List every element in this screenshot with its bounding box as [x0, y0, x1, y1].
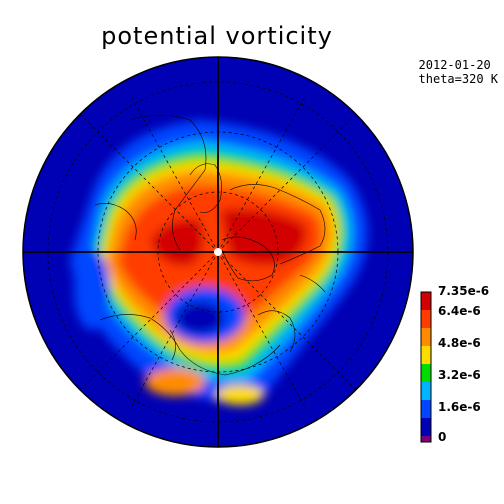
colorbar-swatch	[421, 418, 431, 436]
colorbar-swatch	[421, 292, 431, 310]
colorbar-frame	[420, 291, 432, 443]
colorbar-tick-label: 4.8e-6	[438, 336, 481, 350]
colorbar-swatch	[421, 400, 431, 418]
colorbar	[420, 291, 432, 443]
colorbar-swatch	[421, 346, 431, 364]
colorbar-tick-label: 1.6e-6	[438, 400, 481, 414]
colorbar-swatch	[421, 328, 431, 346]
map-boundary	[22, 56, 414, 448]
colorbar-tick-label: 6.4e-6	[438, 304, 481, 318]
coastlines	[94, 114, 326, 376]
plot-metadata: 2012-01-20 theta=320 K	[419, 58, 498, 86]
date-label: 2012-01-20	[418, 58, 491, 72]
colorbar-tick-label: 0	[438, 430, 447, 444]
level-label: theta=320 K	[418, 72, 498, 86]
north-pole-marker	[214, 248, 222, 256]
colorbar-swatch	[421, 310, 431, 328]
colorbar-swatch	[421, 382, 431, 400]
colorbar-tick-label: 3.2e-6	[438, 368, 481, 382]
plot-title: potential vorticity	[101, 22, 333, 50]
colorbar-swatch	[421, 364, 431, 382]
colorbar-tick-label: 7.35e-6	[438, 284, 490, 298]
colorbar-swatch	[421, 436, 431, 442]
